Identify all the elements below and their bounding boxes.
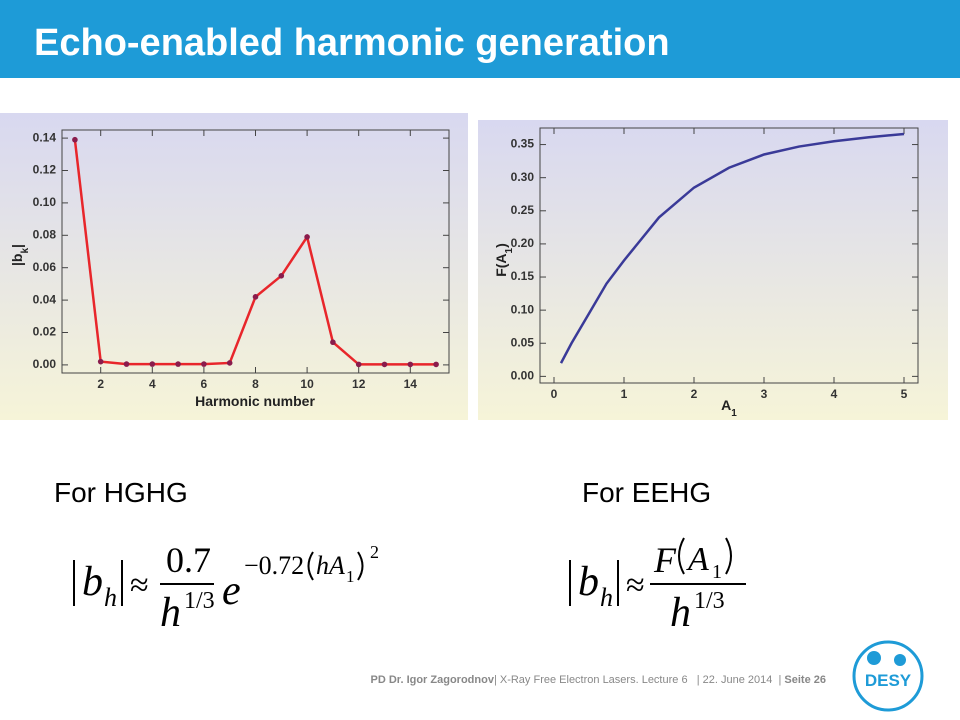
formula-exponent: 2 [370, 542, 379, 562]
axis-label-part: 1 [731, 408, 737, 419]
paren [678, 537, 685, 575]
formula-symbol: h [160, 590, 181, 636]
formula-exponent: hA [316, 551, 345, 580]
footer-page: Seite 26 [784, 674, 826, 686]
y-tick-label: 0.20 [511, 236, 535, 250]
y-tick-label: 0.05 [511, 335, 535, 349]
formula-relation: ≈ [626, 567, 645, 604]
formula-eehg: b h ≈ F A 1 h 1/3 [569, 537, 746, 636]
formula-subscript: h [104, 583, 117, 612]
slide-title: Echo-enabled harmonic generation [34, 22, 670, 64]
logo: DESY [852, 640, 924, 712]
formula-subscript: h [600, 583, 613, 612]
data-point [330, 339, 336, 346]
x-tick-label: 3 [761, 387, 768, 401]
caption: For EEHG [582, 477, 711, 508]
data-point [149, 361, 156, 367]
data-point [201, 361, 207, 367]
charts: 0.000.020.040.060.080.100.120.142 4 6 8 10 12… [0, 113, 948, 420]
y-tick-label: 0.08 [33, 227, 57, 241]
y-tick-label: 0.10 [33, 195, 57, 209]
logo-dot [867, 651, 881, 665]
data-point [97, 358, 104, 365]
logo-text: DESY [865, 671, 912, 690]
y-tick-label: 0.14 [33, 130, 57, 144]
footer-author: PD Dr. Igor Zagorodnov [371, 674, 495, 686]
y-tick-label: 0.30 [511, 170, 535, 184]
y-tick-label: 0.35 [511, 137, 535, 151]
axis-label-part: ) [493, 243, 509, 248]
axis-label: F(A1) [493, 243, 515, 277]
x-tick-label: 2 [97, 377, 104, 391]
y-tick-label: 0.04 [33, 292, 57, 306]
title-bar [0, 0, 960, 78]
logo-dot [894, 654, 906, 666]
formula-exponent: 1/3 [694, 588, 725, 614]
formula-subscript: 1 [712, 561, 722, 583]
x-tick-label: 1 [621, 387, 628, 401]
y-tick-label: 0.06 [33, 260, 57, 274]
axis-label: A1 [721, 397, 737, 419]
formula-subscript: 1 [346, 567, 355, 586]
data-point [381, 361, 388, 368]
axis-label: Harmonic number [195, 393, 315, 409]
data-point [304, 234, 310, 240]
x-tick-label: 4 [831, 387, 838, 401]
x-tick-label: 4 [149, 377, 156, 391]
y-tick-label: 0.00 [33, 357, 57, 371]
formula-symbol: b [578, 559, 599, 605]
x-tick-label: 5 [901, 387, 908, 401]
y-tick-label: 0.10 [511, 302, 535, 316]
data-point [433, 361, 439, 368]
axis-label-part: 1 [504, 247, 515, 253]
formula-hghg: b h ≈ 0.7 h 1/3 e −0.72 hA 1 2 [73, 540, 379, 636]
x-tick-label: 14 [404, 377, 418, 391]
data-point [72, 136, 78, 143]
y-tick-label: 0.12 [33, 163, 57, 177]
x-tick-label: 0 [551, 387, 558, 401]
formula-relation: ≈ [130, 567, 149, 604]
data-point [278, 273, 285, 279]
axis-label-part: |b [9, 254, 25, 266]
paren [357, 551, 364, 581]
x-tick-label: 6 [201, 377, 208, 391]
formula-exponent: 1/3 [184, 588, 215, 614]
data-line [559, 132, 905, 364]
data-point [252, 294, 259, 300]
plot-panel [478, 120, 948, 420]
data-point [123, 361, 130, 367]
axis-label-part: k [20, 248, 31, 254]
data-point [355, 361, 362, 368]
formula-exponent: −0.72 [244, 551, 304, 580]
data-point [226, 360, 233, 366]
y-tick-label: 0.25 [511, 203, 535, 217]
plot-frame [539, 127, 919, 384]
axis-label: |bk| [9, 244, 31, 266]
axis-label-part: | [9, 244, 25, 248]
formula-numerator: 0.7 [166, 540, 211, 580]
axis-label-part: F(A [493, 253, 509, 276]
formula-symbol: e [222, 568, 241, 614]
footer: PD Dr. Igor Zagorodnov| X-Ray Free Elect… [371, 674, 827, 686]
x-tick-label: 12 [352, 377, 366, 391]
axis-label-part: A [721, 397, 731, 413]
data-point [175, 361, 181, 367]
x-tick-label: 10 [300, 377, 314, 391]
y-tick-label: 0.02 [33, 325, 57, 339]
x-tick-label: 8 [252, 377, 259, 391]
paren [307, 551, 314, 581]
formula-symbol: F [653, 540, 677, 580]
formula-symbol: A [686, 541, 709, 578]
data-point [407, 361, 414, 368]
y-tick-label: 0.15 [511, 269, 535, 283]
y-tick-label: 0.00 [511, 369, 535, 383]
caption: For HGHG [54, 477, 188, 508]
paren [725, 537, 732, 575]
x-tick-label: 2 [691, 387, 698, 401]
formula-symbol: h [670, 590, 691, 636]
formula-symbol: b [82, 559, 103, 605]
plot-panel [0, 113, 468, 420]
footer-info: | X-Ray Free Electron Lasers. Lecture 6 … [494, 674, 784, 686]
